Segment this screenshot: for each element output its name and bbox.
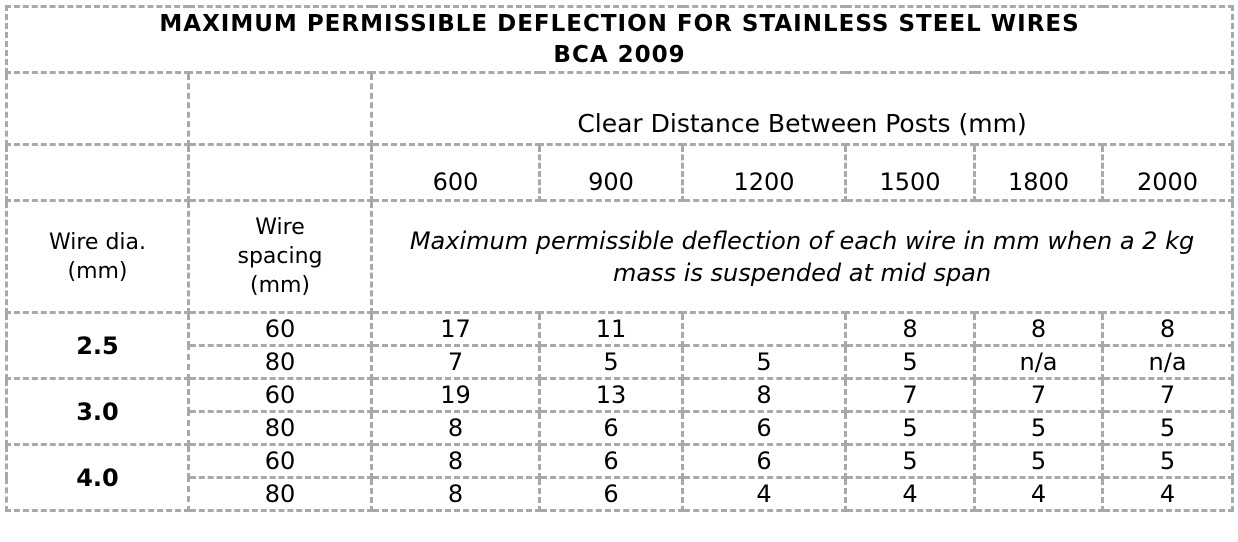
spacer-cell [5, 143, 190, 202]
deflection-value: 5 [973, 443, 1104, 479]
post-distance-header: 1500 [844, 143, 976, 202]
deflection-value: 5 [844, 410, 976, 446]
table-row: 80 7 5 5 5 n/a n/a [7, 344, 1235, 380]
wire-dia-value: 2.5 [5, 311, 190, 380]
deflection-value: 7 [1100, 377, 1235, 413]
table-title-line1: MAXIMUM PERMISSIBLE DEFLECTION FOR STAIN… [159, 10, 1080, 37]
table-title-cell: MAXIMUM PERMISSIBLE DEFLECTION FOR STAIN… [4, 5, 1235, 74]
deflection-value: 17 [370, 311, 541, 347]
deflection-value: 5 [1100, 410, 1235, 446]
deflection-value [681, 311, 847, 347]
wire-spacing-value: 80 [187, 410, 373, 446]
deflection-value: 8 [370, 476, 541, 512]
clear-distance-header: Clear Distance Between Posts (mm) [369, 71, 1235, 146]
deflection-value: 6 [538, 410, 684, 446]
deflection-note: Maximum permissible deflection of each w… [369, 199, 1235, 314]
wire-spacing-value: 60 [187, 443, 373, 479]
wire-spacing-value: 80 [187, 476, 373, 512]
deflection-value: 11 [538, 311, 684, 347]
title-row: MAXIMUM PERMISSIBLE DEFLECTION FOR STAIN… [4, 5, 1235, 74]
table-row: 3.0 60 19 13 8 7 7 7 [5, 377, 1235, 446]
wire-dia-value: 4.0 [5, 443, 190, 512]
wire-spacing-value: 60 [187, 377, 373, 413]
deflection-value: n/a [973, 344, 1104, 380]
deflection-value: 5 [1100, 443, 1235, 479]
deflection-value: 7 [973, 377, 1104, 413]
table-row: 4.0 60 8 6 6 5 5 5 [5, 443, 1235, 512]
deflection-value: 6 [538, 443, 684, 479]
table-row: 2.5 60 17 11 8 8 8 [5, 311, 1235, 380]
deflection-value: 7 [844, 377, 976, 413]
deflection-value: 5 [538, 344, 684, 380]
wire-spacing-header: Wire spacing (mm) [187, 199, 373, 314]
deflection-value: 13 [538, 377, 684, 413]
deflection-table: MAXIMUM PERMISSIBLE DEFLECTION FOR STAIN… [4, 5, 1235, 512]
deflection-value: 4 [1100, 476, 1235, 512]
deflection-value: 4 [844, 476, 976, 512]
deflection-value: 6 [681, 410, 847, 446]
deflection-value: 7 [370, 344, 541, 380]
deflection-value: 5 [844, 443, 976, 479]
post-distance-header: 600 [370, 143, 541, 202]
deflection-value: 6 [538, 476, 684, 512]
spacer-cell [5, 71, 190, 146]
post-distance-header: 2000 [1100, 143, 1235, 202]
wire-dia-header: Wire dia. (mm) [5, 199, 190, 314]
post-distances-row: 600 900 1200 1500 1800 2000 [5, 143, 1235, 202]
deflection-value: n/a [1100, 344, 1235, 380]
deflection-value: 8 [844, 311, 976, 347]
deflection-value: 8 [1100, 311, 1235, 347]
wire-spacing-value: 60 [187, 311, 373, 347]
deflection-value: 8 [973, 311, 1104, 347]
deflection-value: 8 [681, 377, 847, 413]
deflection-value: 6 [681, 443, 847, 479]
deflection-value: 5 [973, 410, 1104, 446]
column-labels-row: Wire dia. (mm) Wire spacing (mm) Maximum… [5, 199, 1235, 314]
deflection-value: 8 [370, 410, 541, 446]
post-distance-header: 1200 [681, 143, 847, 202]
deflection-value: 8 [370, 443, 541, 479]
deflection-value: 4 [973, 476, 1104, 512]
spacer-cell [187, 71, 373, 146]
deflection-value: 5 [844, 344, 976, 380]
deflection-value: 4 [681, 476, 847, 512]
spacer-cell [187, 143, 373, 202]
deflection-value: 5 [681, 344, 847, 380]
post-distance-header: 900 [538, 143, 684, 202]
wire-dia-value: 3.0 [5, 377, 190, 446]
table-title-line2: BCA 2009 [553, 41, 686, 68]
table-row: 80 8 6 4 4 4 4 [7, 476, 1235, 512]
post-distance-header: 1800 [973, 143, 1104, 202]
clear-distance-row: Clear Distance Between Posts (mm) [5, 71, 1235, 146]
table-row: 80 8 6 6 5 5 5 [7, 410, 1235, 446]
deflection-value: 19 [370, 377, 541, 413]
wire-spacing-value: 80 [187, 344, 373, 380]
